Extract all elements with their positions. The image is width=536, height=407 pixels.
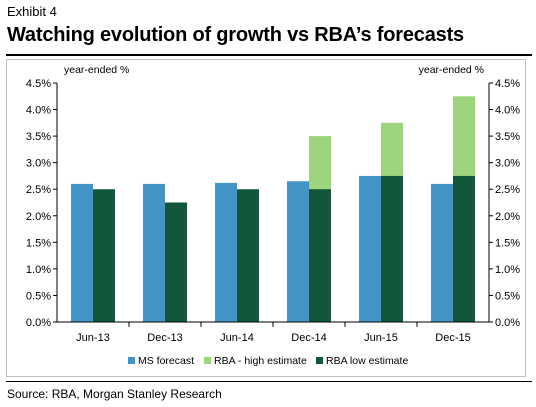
- bar-ms-forecast: [431, 183, 453, 322]
- bar-ms-forecast: [215, 182, 237, 322]
- y-tick-label-right: 3.5%: [495, 131, 520, 143]
- legend-ms-forecast-label: MS forecast: [138, 355, 194, 367]
- title-rule: [6, 54, 532, 56]
- y-tick-label-right: 1.0%: [495, 264, 520, 276]
- y-tick-label-left: 1.5%: [26, 237, 51, 249]
- y-tick-label-left: 4.5%: [26, 78, 51, 90]
- y-tick-label-right: 3.0%: [495, 158, 520, 170]
- legend-rba-high-estimate-label: RBA - high estimate: [214, 355, 307, 367]
- y-tick-label-left: 1.0%: [26, 264, 51, 276]
- chart-frame: [6, 59, 526, 377]
- source-note: Source: RBA, Morgan Stanley Research: [7, 387, 222, 401]
- bar-ms-forecast: [359, 175, 381, 322]
- y-tick-label-right: 2.5%: [495, 184, 520, 196]
- exhibit-label: Exhibit 4: [7, 4, 57, 19]
- y-tick-label-right: 0.5%: [495, 290, 520, 302]
- chart-title: Watching evolution of growth vs RBA’s fo…: [7, 24, 464, 46]
- bar-rba-low-estimate: [93, 189, 115, 322]
- legend-ms-forecast-swatch: [128, 357, 135, 364]
- y-tick-label-left: 4.0%: [26, 105, 51, 117]
- bar-ms-forecast: [143, 183, 165, 322]
- bar-rba-low-estimate: [309, 189, 331, 322]
- bar-ms-forecast: [287, 181, 309, 322]
- x-tick-label: Dec-14: [291, 332, 326, 344]
- y-tick-label-right: 1.5%: [495, 237, 520, 249]
- bar-rba-low-estimate: [165, 202, 187, 322]
- legend-rba-high-estimate-swatch: [204, 357, 211, 364]
- bar-rba-low-estimate: [381, 175, 403, 322]
- x-tick-label: Dec-15: [435, 332, 470, 344]
- bar-rba-low-estimate: [453, 175, 475, 322]
- y-tick-label-left: 3.5%: [26, 131, 51, 143]
- x-tick-label: Jun-14: [220, 332, 254, 344]
- y-tick-label-left: 2.5%: [26, 184, 51, 196]
- y-tick-label-left: 0.5%: [26, 290, 51, 302]
- bar-rba-low-estimate: [237, 189, 259, 322]
- footer-rule: [6, 381, 532, 382]
- y-axis-label-left: year-ended %: [64, 64, 129, 76]
- y-tick-label-left: 3.0%: [26, 158, 51, 170]
- x-tick-label: Jun-13: [76, 332, 110, 344]
- y-tick-label-left: 0.0%: [26, 317, 51, 329]
- y-axis-label-right: year-ended %: [419, 64, 484, 76]
- x-tick-label: Jun-15: [364, 332, 398, 344]
- x-tick-label: Dec-13: [147, 332, 182, 344]
- legend-rba-low-estimate-label: RBA low estimate: [326, 355, 408, 367]
- legend-rba-low-estimate-swatch: [316, 357, 323, 364]
- bar-ms-forecast: [71, 183, 93, 322]
- y-tick-label-right: 2.0%: [495, 211, 520, 223]
- y-tick-label-right: 0.0%: [495, 317, 520, 329]
- y-tick-label-left: 2.0%: [26, 211, 51, 223]
- y-tick-label-right: 4.0%: [495, 105, 520, 117]
- y-tick-label-right: 4.5%: [495, 78, 520, 90]
